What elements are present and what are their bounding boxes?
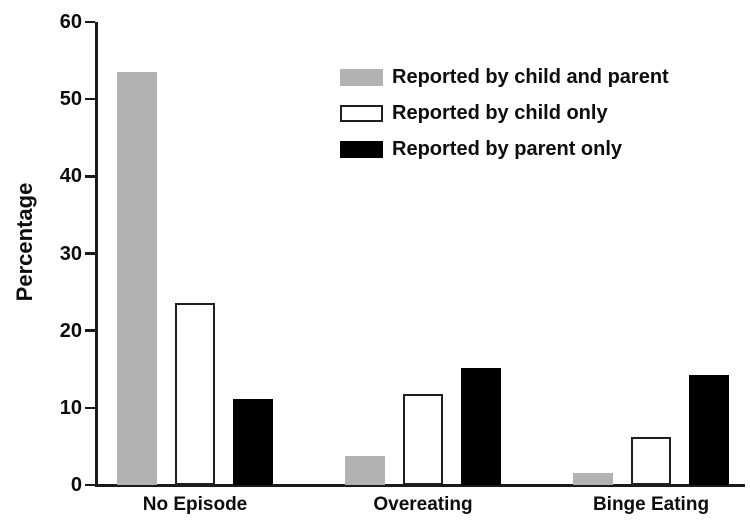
y-tick-label-0: 0 [70, 474, 82, 496]
x-category-label-overeating: Overeating [373, 494, 473, 515]
x-category-label-no-episode: No Episode [142, 494, 248, 515]
y-tick-label-10: 10 [59, 396, 82, 419]
x-category-label-binge-eating: Binge Eating [592, 494, 710, 515]
bar-no-episode-reported-by-child-only [175, 302, 215, 485]
bar-no-episode-reported-by-child-and-parent [117, 72, 157, 485]
bar-no-episode-reported-by-parent-only [233, 398, 273, 485]
bar-overeating-reported-by-parent-only [461, 367, 501, 485]
y-tick-mark-10 [85, 406, 95, 410]
legend-swatch-icon [340, 140, 383, 158]
bar-overeating-reported-by-child-only [403, 393, 443, 485]
x-axis-line [95, 484, 745, 487]
y-tick-label-50: 50 [59, 88, 82, 111]
y-tick-label-40: 40 [59, 165, 82, 188]
legend-row-reported-by-child-and-parent: Reported by child and parent [340, 65, 669, 89]
y-tick-mark-0 [85, 483, 95, 487]
y-tick-label-20: 20 [59, 319, 82, 342]
legend-label: Reported by child and parent [392, 66, 669, 88]
y-tick-mark-30 [85, 252, 95, 255]
legend-label: Reported by parent only [392, 138, 623, 160]
legend-swatch-icon [340, 68, 383, 86]
legend-row-reported-by-parent-only: Reported by parent only [340, 137, 669, 161]
bar-overeating-reported-by-child-and-parent [345, 455, 385, 485]
legend-swatch-icon [340, 104, 383, 122]
bar-binge-eating-reported-by-child-only [631, 437, 671, 485]
y-tick-mark-60 [85, 20, 95, 24]
bar-binge-eating-reported-by-child-and-parent [573, 472, 613, 485]
y-tick-mark-50 [85, 97, 95, 101]
legend: Reported by child and parent Reported by … [340, 65, 669, 161]
y-tick-label-30: 30 [59, 242, 82, 265]
y-axis-line [95, 22, 98, 486]
y-tick-label-60: 60 [59, 11, 82, 33]
y-tick-mark-40 [85, 175, 95, 178]
bar-binge-eating-reported-by-parent-only [689, 375, 729, 485]
y-tick-mark-20 [85, 329, 95, 332]
legend-row-reported-by-child-only: Reported by child only [340, 101, 669, 125]
legend-label: Reported by child only [392, 102, 608, 124]
